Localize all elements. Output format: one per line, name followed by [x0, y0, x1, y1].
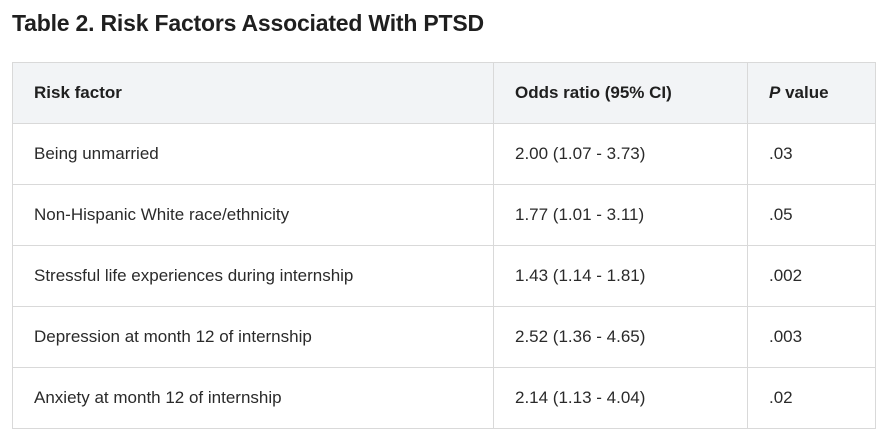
cell-p-value: .003 — [747, 306, 876, 368]
cell-odds-ratio: 1.77 (1.01 - 3.11) — [493, 184, 748, 246]
table-row: Stressful life experiences during intern… — [12, 245, 876, 307]
header-p-value: P value — [747, 62, 876, 124]
cell-risk-factor: Anxiety at month 12 of internship — [12, 367, 494, 429]
header-risk-factor: Risk factor — [12, 62, 494, 124]
cell-p-value: .02 — [747, 367, 876, 429]
table-body: Being unmarried 2.00 (1.07 - 3.73) .03 N… — [12, 123, 876, 429]
header-odds-ratio: Odds ratio (95% CI) — [493, 62, 748, 124]
header-p-letter: P — [769, 83, 781, 102]
risk-factors-table: Risk factor Odds ratio (95% CI) P value … — [12, 62, 876, 429]
header-row: Risk factor Odds ratio (95% CI) P value — [12, 62, 876, 124]
table-row: Being unmarried 2.00 (1.07 - 3.73) .03 — [12, 123, 876, 185]
cell-odds-ratio: 2.52 (1.36 - 4.65) — [493, 306, 748, 368]
table-row: Depression at month 12 of internship 2.5… — [12, 306, 876, 368]
cell-risk-factor: Depression at month 12 of internship — [12, 306, 494, 368]
header-value-word: value — [780, 83, 829, 102]
table-row: Non-Hispanic White race/ethnicity 1.77 (… — [12, 184, 876, 246]
table-title: Table 2. Risk Factors Associated With PT… — [12, 10, 484, 36]
cell-odds-ratio: 2.00 (1.07 - 3.73) — [493, 123, 748, 185]
cell-p-value: .002 — [747, 245, 876, 307]
cell-risk-factor: Being unmarried — [12, 123, 494, 185]
cell-p-value: .05 — [747, 184, 876, 246]
cell-odds-ratio: 1.43 (1.14 - 1.81) — [493, 245, 748, 307]
cell-p-value: .03 — [747, 123, 876, 185]
cell-odds-ratio: 2.14 (1.13 - 4.04) — [493, 367, 748, 429]
cell-risk-factor: Non-Hispanic White race/ethnicity — [12, 184, 494, 246]
table-header: Risk factor Odds ratio (95% CI) P value — [12, 62, 876, 124]
table-row: Anxiety at month 12 of internship 2.14 (… — [12, 367, 876, 429]
cell-risk-factor: Stressful life experiences during intern… — [12, 245, 494, 307]
